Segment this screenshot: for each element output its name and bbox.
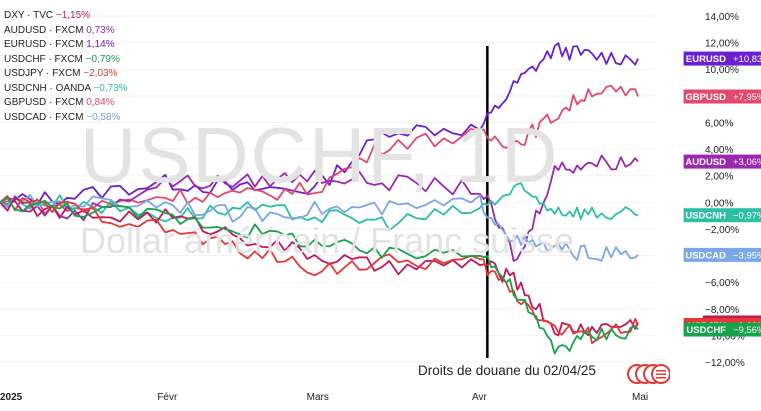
tariff-annotation: Droits de douane du 02/04/25 [418,363,596,378]
legend-change: −0,79% [85,53,120,65]
series-name-box [683,208,730,223]
legend-change: −2,03% [83,68,118,79]
series-value-label: −9,56% [733,325,761,336]
legend-symbol: USDJPY · FXCM [4,68,81,79]
series-name-box [683,247,730,262]
x-tick-label: Mai [632,392,648,403]
series-line-audusd [0,154,639,262]
legend-change: 1,14% [86,39,115,50]
series-labels: EURUSD +10,83% GBPUSD +7,95% AUDUSD +3,06% USD… [683,51,761,337]
y-tick-label: −8,00% [705,305,739,316]
y-tick-label: 2,00% [705,172,733,183]
legend-item[interactable]: GBPUSD · FXCM 0,84% [4,96,128,111]
legend-change: −0,73% [93,82,128,94]
legend-change: −0,58% [86,111,121,123]
y-tick-label: −10,00% [705,331,745,342]
legend-change: −1,15% [55,10,91,21]
legend-symbol: USDCNH · OANDA [4,82,91,94]
series-line-usdcnh [0,182,639,232]
series-value-label: +10,83% [733,54,761,65]
series-value-box [730,247,761,262]
legend-symbol: USDCHF · FXCM [4,53,83,65]
x-tick-label: Févr [157,392,178,403]
series-name-label: EURUSD [686,54,726,65]
x-tick-label: 2025 [0,392,23,403]
y-tick-label: 14,00% [705,12,739,23]
grid [0,15,655,363]
y-tick-label: −2,00% [705,225,739,236]
legend-item[interactable]: USDCNH · OANDA −0,73% [4,82,128,97]
legend-change: 0,73% [86,24,115,36]
x-axis: 2025 Févr Mars Avr Mai [0,392,648,403]
series-name-box [683,322,730,337]
legend-symbol: USDCAD · FXCM [4,111,84,123]
us-flag-icon[interactable] [626,363,671,390]
legend-item[interactable]: DXY · TVC −1,15% [4,9,128,24]
series-value-label: +3,06% [733,157,761,168]
series-value-box [730,208,761,223]
series-name-box [683,51,730,66]
series-line-usdchf [0,197,639,355]
series-name-label: GBPUSD [685,92,726,103]
series-label-usdcnh: USDCNH −0,97% [683,208,761,223]
legend-symbol: GBPUSD · FXCM [4,97,84,108]
series-name-label: USDCNH [685,211,726,222]
y-tick-label: −6,00% [705,278,739,289]
y-tick-label: 6,00% [705,118,733,129]
x-tick-label: Mars [307,392,329,403]
series-value-box [730,89,761,104]
y-tick-label: −12,00% [705,358,745,369]
legend: DXY · TVC −1,15% AUDUSD · FXCM 0,73% EUR… [4,9,128,125]
series-name-label: USDCHF [686,325,726,336]
series-label-audusd: AUDUSD +3,06% [683,154,761,169]
series-name-label: AUDUSD [685,157,726,168]
series-lines [0,42,639,355]
legend-symbol: EURUSD · FXCM [4,39,84,50]
legend-item[interactable]: USDCAD · FXCM −0,58% [4,111,128,126]
series-name-box [683,154,730,169]
series-value-label: +7,95% [733,92,761,103]
legend-symbol: DXY · TVC [4,10,54,21]
series-value-box [730,322,761,337]
legend-item[interactable]: USDCHF · FXCM −0,79% [4,53,128,68]
y-tick-label: 10,00% [705,65,739,76]
legend-item[interactable]: EURUSD · FXCM 1,14% [4,38,128,53]
legend-item[interactable]: AUDUSD · FXCM 0,73% [4,24,128,39]
series-line-usdjpy [0,195,639,344]
series-label-usdcad: USDCAD −3,95% [683,247,761,262]
series-line-gbpusd [0,84,639,215]
series-line-eurusd [0,42,639,206]
series-value-label: −3,95% [733,250,761,261]
series-value-box [730,51,761,66]
series-value-box [730,154,761,169]
series-name-box [683,89,730,104]
series-line-usdcad [0,194,639,262]
series-label-eurusd: EURUSD +10,83% [683,51,761,66]
legend-item[interactable]: USDJPY · FXCM −2,03% [4,67,128,82]
series-value-label: −0,97% [733,211,761,222]
legend-change: 0,84% [86,97,115,108]
series-name-label: USDCAD [685,250,726,261]
legend-symbol: AUDUSD · FXCM [4,24,84,36]
y-tick-label: 0,00% [705,198,733,209]
x-tick-label: Avr [472,392,487,403]
series-line-dxy [0,196,639,337]
series-label-gbpusd: GBPUSD +7,95% [683,89,761,104]
y-tick-label: 4,00% [705,145,733,156]
y-tick-label: 12,00% [705,39,739,50]
series-label-usdchf: USDCHF −9,56% [683,322,761,337]
